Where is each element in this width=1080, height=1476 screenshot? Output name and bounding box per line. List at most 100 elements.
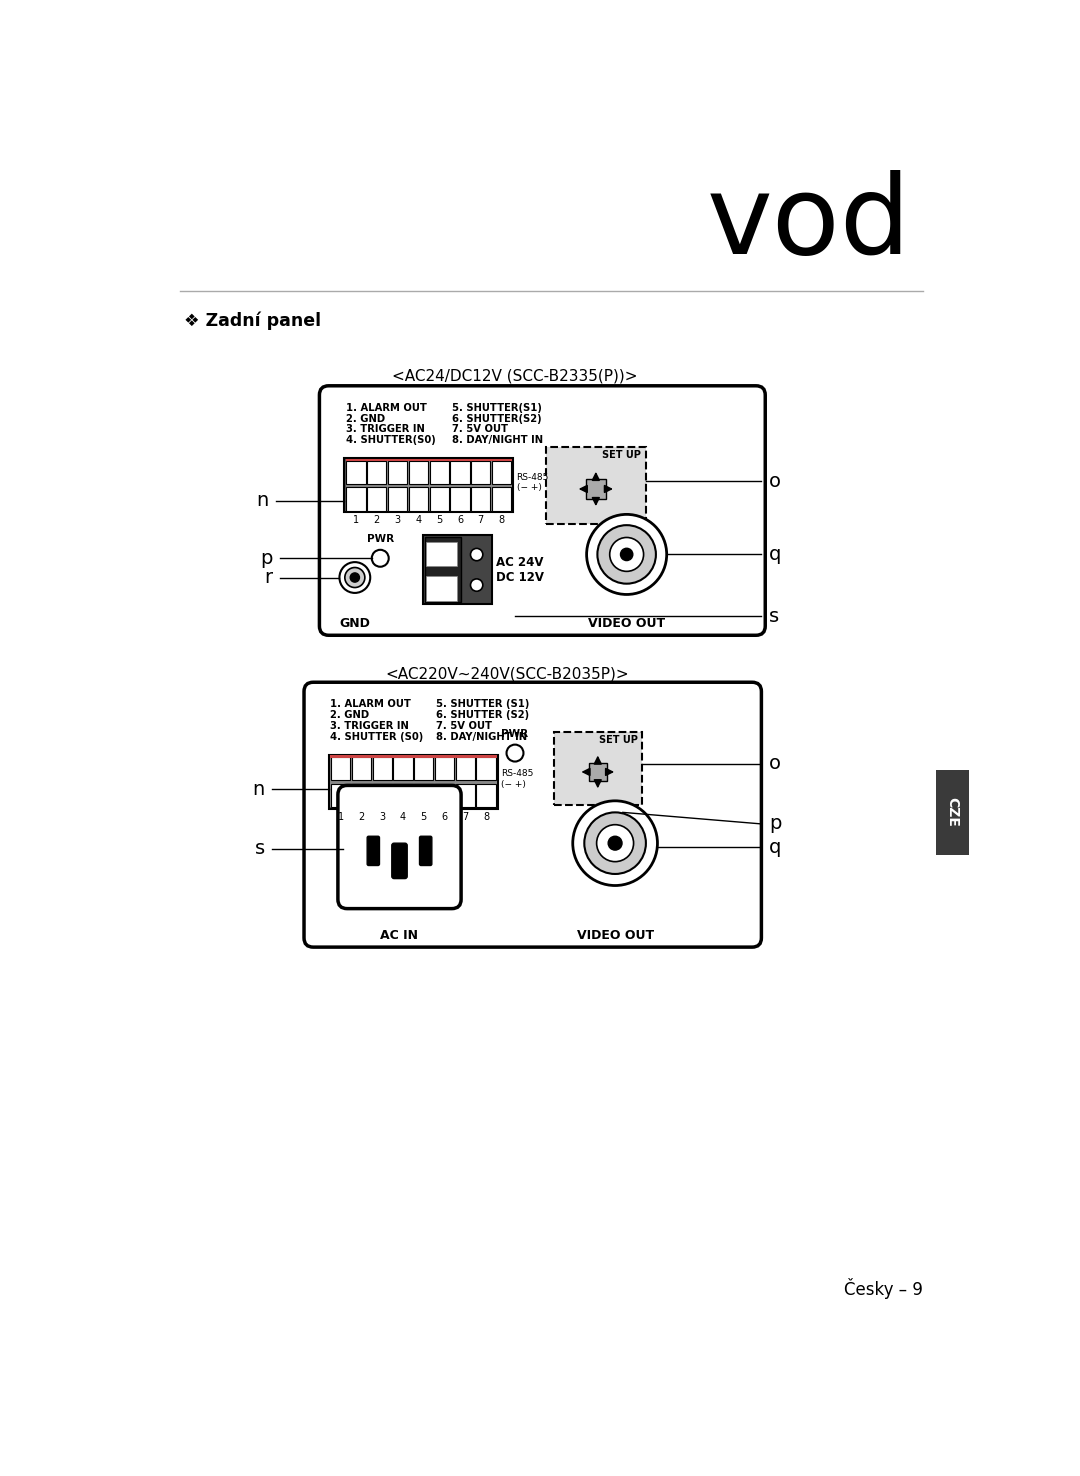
FancyBboxPatch shape: [545, 447, 646, 524]
Text: 4: 4: [400, 812, 406, 822]
Bar: [347, 461, 366, 484]
Bar: [427, 542, 457, 567]
Text: 8. DAY/NIGHT IN: 8. DAY/NIGHT IN: [436, 732, 528, 741]
Text: p: p: [260, 549, 272, 568]
Bar: [414, 784, 433, 807]
Text: SET UP: SET UP: [598, 735, 637, 744]
Text: 4. SHUTTER(S0): 4. SHUTTER(S0): [346, 435, 435, 446]
Text: o: o: [769, 472, 781, 490]
Bar: [330, 757, 350, 781]
Text: 6: 6: [457, 515, 463, 525]
FancyBboxPatch shape: [392, 843, 407, 878]
Bar: [347, 487, 366, 511]
Text: RS-485
(− +): RS-485 (− +): [516, 472, 549, 492]
Text: Česky – 9: Česky – 9: [845, 1278, 923, 1299]
Text: 1: 1: [338, 812, 343, 822]
Circle shape: [621, 548, 633, 561]
Text: 7. 5V OUT: 7. 5V OUT: [436, 720, 492, 731]
Text: 3. TRIGGER IN: 3. TRIGGER IN: [346, 424, 424, 434]
Bar: [427, 576, 457, 601]
Bar: [330, 756, 497, 807]
Bar: [491, 487, 511, 511]
Bar: [414, 757, 433, 781]
Text: AC 24V: AC 24V: [496, 555, 543, 568]
Text: 1. ALARM OUT: 1. ALARM OUT: [346, 403, 427, 413]
Text: 5: 5: [420, 812, 427, 822]
Bar: [936, 770, 969, 855]
Circle shape: [608, 837, 622, 850]
Bar: [373, 784, 392, 807]
Text: 6. SHUTTER (S2): 6. SHUTTER (S2): [436, 710, 529, 720]
Text: 4. SHUTTER (S0): 4. SHUTTER (S0): [330, 732, 423, 741]
Circle shape: [471, 549, 483, 561]
Circle shape: [345, 567, 365, 587]
Circle shape: [471, 579, 483, 592]
Circle shape: [507, 744, 524, 762]
Text: o: o: [769, 754, 781, 773]
Text: 8: 8: [499, 515, 504, 525]
Bar: [456, 784, 475, 807]
FancyBboxPatch shape: [338, 785, 461, 909]
Bar: [352, 757, 372, 781]
FancyBboxPatch shape: [554, 732, 642, 804]
Text: 5. SHUTTER (S1): 5. SHUTTER (S1): [436, 700, 530, 708]
Bar: [388, 487, 407, 511]
Bar: [476, 784, 496, 807]
Bar: [422, 536, 491, 605]
Bar: [589, 763, 607, 781]
Text: vod: vod: [707, 170, 912, 277]
Text: 5. SHUTTER(S1): 5. SHUTTER(S1): [451, 403, 542, 413]
Bar: [373, 757, 392, 781]
FancyBboxPatch shape: [419, 837, 432, 865]
Bar: [585, 478, 606, 499]
Text: 2. GND: 2. GND: [346, 413, 384, 424]
Text: 6. SHUTTER(S2): 6. SHUTTER(S2): [451, 413, 541, 424]
Text: 7. 5V OUT: 7. 5V OUT: [451, 424, 508, 434]
Bar: [424, 537, 461, 602]
Text: 2: 2: [374, 515, 380, 525]
Text: DC 12V: DC 12V: [496, 571, 543, 584]
Text: n: n: [256, 492, 269, 511]
Text: 7: 7: [477, 515, 484, 525]
Text: <AC220V~240V(SCC-B2035P)>: <AC220V~240V(SCC-B2035P)>: [386, 666, 630, 680]
FancyBboxPatch shape: [367, 837, 379, 865]
Bar: [346, 459, 512, 461]
Text: 3: 3: [379, 812, 386, 822]
Bar: [450, 487, 470, 511]
Text: n: n: [253, 779, 265, 799]
Bar: [430, 487, 449, 511]
Text: GND: GND: [339, 617, 370, 630]
FancyBboxPatch shape: [320, 385, 766, 635]
Circle shape: [350, 573, 360, 582]
Circle shape: [586, 514, 666, 595]
Text: PWR: PWR: [367, 534, 394, 545]
Text: CZE: CZE: [946, 797, 960, 828]
Text: 2: 2: [359, 812, 365, 822]
Text: 7: 7: [462, 812, 469, 822]
Text: p: p: [769, 815, 782, 834]
Bar: [456, 757, 475, 781]
Text: s: s: [769, 607, 780, 626]
Bar: [393, 784, 413, 807]
Circle shape: [372, 549, 389, 567]
Bar: [430, 461, 449, 484]
Bar: [352, 784, 372, 807]
Bar: [393, 757, 413, 781]
Text: VIDEO OUT: VIDEO OUT: [577, 928, 653, 942]
Bar: [450, 461, 470, 484]
Text: 4: 4: [416, 515, 421, 525]
Bar: [330, 784, 350, 807]
Bar: [388, 461, 407, 484]
Text: 3: 3: [394, 515, 401, 525]
Circle shape: [584, 812, 646, 874]
Text: RS-485
(− +): RS-485 (− +): [501, 769, 534, 788]
Circle shape: [597, 525, 656, 583]
Text: s: s: [255, 838, 265, 858]
Text: q: q: [769, 837, 782, 856]
Text: 3. TRIGGER IN: 3. TRIGGER IN: [330, 720, 409, 731]
Circle shape: [610, 537, 644, 571]
Bar: [435, 757, 455, 781]
Text: q: q: [769, 545, 782, 564]
Bar: [408, 487, 428, 511]
Bar: [328, 754, 498, 809]
